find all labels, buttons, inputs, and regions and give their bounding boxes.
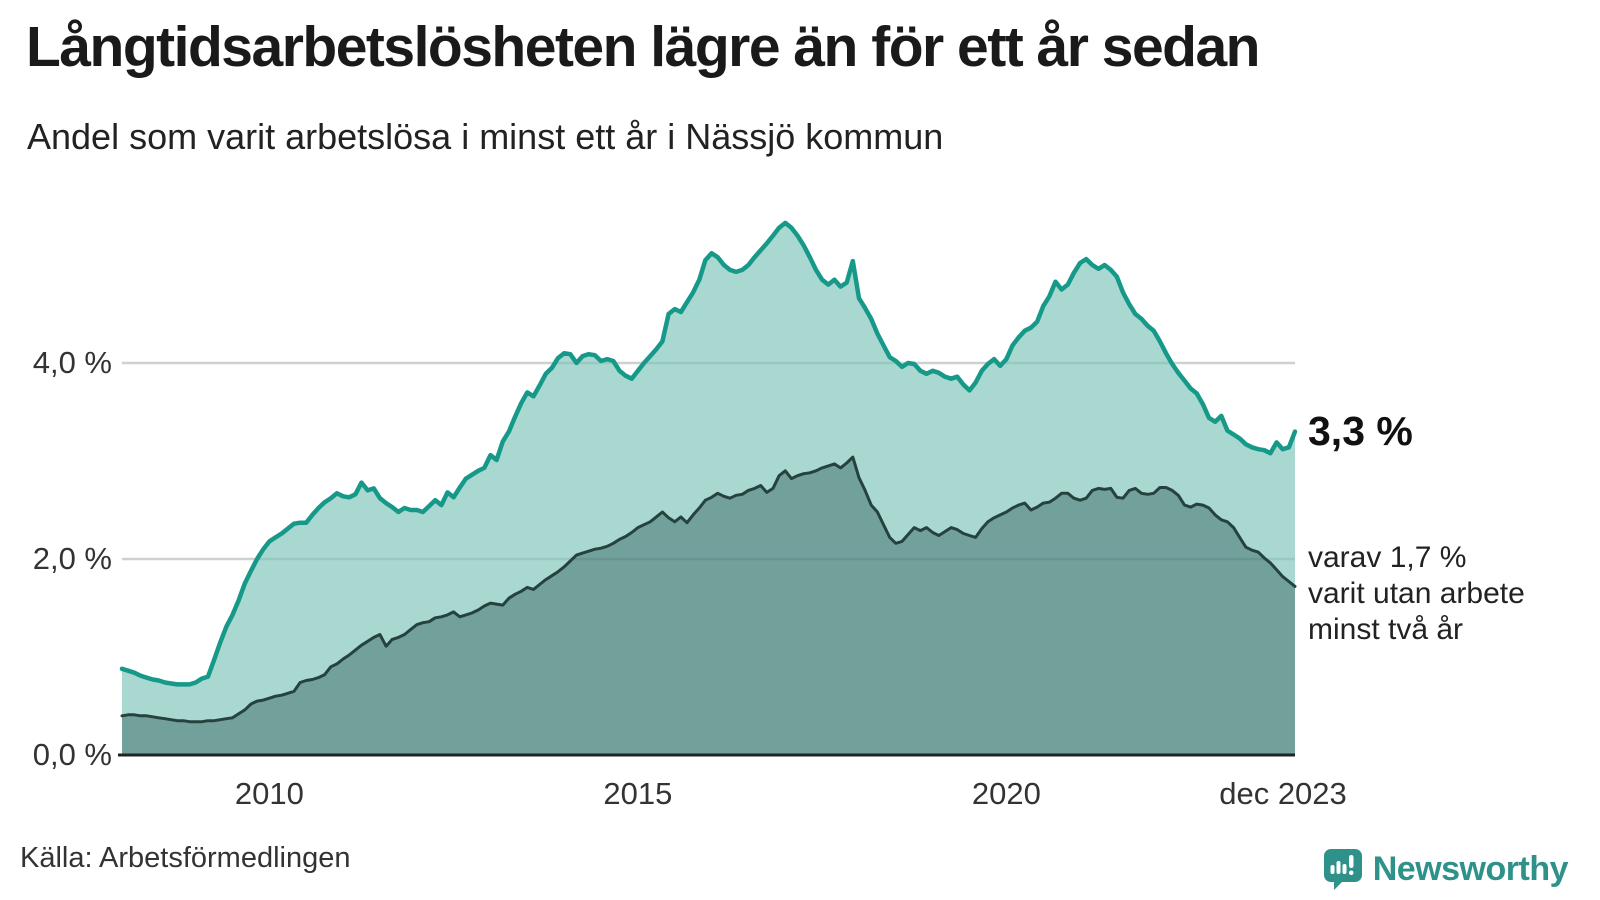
secondary-annotation-line2: varit utan arbete bbox=[1308, 577, 1525, 610]
newsworthy-wordmark: Newsworthy bbox=[1372, 849, 1569, 888]
y-tick-4: 4,0 % bbox=[32, 345, 112, 380]
secondary-annotation-line1: varav 1,7 % bbox=[1308, 541, 1467, 574]
secondary-annotation-line3: minst två år bbox=[1308, 613, 1464, 646]
x-tick-dec-2023: dec 2023 bbox=[1219, 776, 1347, 811]
x-tick-2010: 2010 bbox=[234, 776, 304, 811]
y-tick-2: 2,0 % bbox=[32, 541, 112, 576]
chart-subtitle: Andel som varit arbetslösa i minst ett å… bbox=[27, 116, 944, 157]
secondary-annotation: varav 1,7 % varit utan arbete minst två … bbox=[1308, 540, 1525, 648]
area-chart bbox=[118, 220, 1298, 757]
newsworthy-logo: Newsworthy bbox=[1323, 848, 1569, 890]
line-unemployed-one-year bbox=[119, 220, 1298, 687]
area-unemployed-two-years bbox=[122, 457, 1295, 755]
chart-title: Långtidsarbetslösheten lägre än för ett … bbox=[26, 15, 1261, 79]
line-unemployed-two-years bbox=[120, 455, 1297, 724]
y-tick-0: 0,0 % bbox=[32, 737, 112, 772]
source-note: Källa: Arbetsförmedlingen bbox=[20, 842, 351, 874]
end-value-annotation: 3,3 % bbox=[1308, 407, 1413, 454]
x-tick-2015: 2015 bbox=[603, 776, 673, 811]
newsworthy-icon bbox=[1323, 849, 1362, 890]
x-tick-2020: 2020 bbox=[971, 776, 1041, 811]
